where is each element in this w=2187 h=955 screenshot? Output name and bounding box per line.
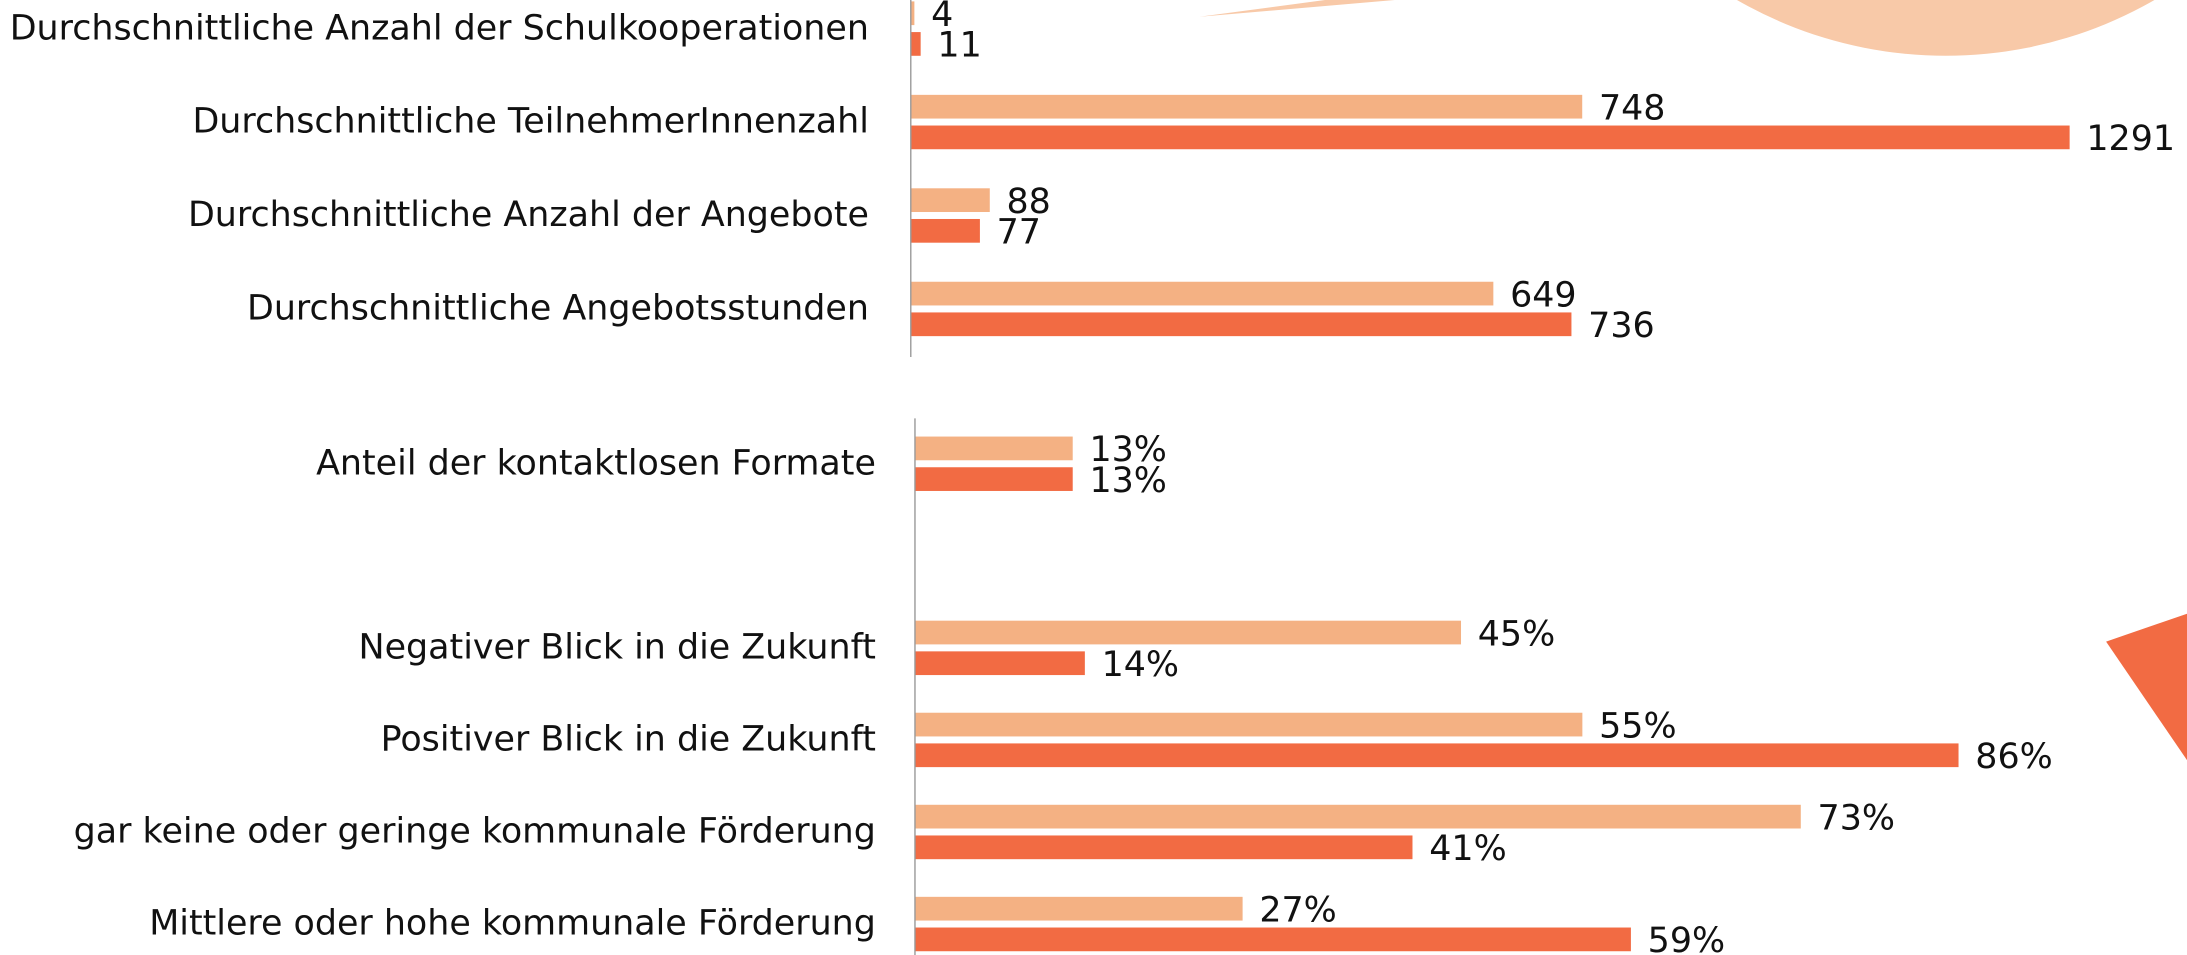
bar <box>914 712 1583 737</box>
value-label: 1291 <box>2086 119 2175 159</box>
value-label: 86% <box>1975 737 2052 777</box>
bar <box>914 804 1801 829</box>
category-label: Durchschnittliche Anzahl der Schulkooper… <box>10 8 869 48</box>
bar <box>914 927 1631 952</box>
category-label: Durchschnittliche Anzahl der Angebote <box>188 195 869 235</box>
value-label: 649 <box>1510 275 1577 315</box>
value-label: 41% <box>1429 829 1506 869</box>
bar <box>910 32 921 56</box>
bar <box>914 436 1073 461</box>
bar <box>914 467 1073 491</box>
category-label: Anteil der kontaktlosen Formate <box>316 443 876 483</box>
value-label: 13% <box>1089 461 1166 501</box>
bar <box>914 835 1413 860</box>
decor-shape <box>2106 613 2187 761</box>
bar <box>910 218 980 243</box>
value-label: 11 <box>937 26 981 66</box>
bar <box>910 125 2070 150</box>
bar <box>914 651 1085 676</box>
bar <box>910 188 990 213</box>
value-label: 55% <box>1599 706 1676 746</box>
value-label: 77 <box>997 213 1041 253</box>
category-label: Durchschnittliche Angebotsstunden <box>247 289 869 329</box>
value-label: 27% <box>1259 890 1336 930</box>
value-label: 736 <box>1588 306 1655 346</box>
decor-wedge <box>1199 0 1395 17</box>
value-label: 45% <box>1478 614 1555 654</box>
value-label: 88 <box>1007 182 1051 222</box>
value-label: 4 <box>931 0 953 35</box>
bar <box>910 312 1572 337</box>
value-label: 14% <box>1102 645 1179 685</box>
bar <box>910 1 915 26</box>
category-label: Durchschnittliche TeilnehmerInnenzahl <box>192 102 868 142</box>
category-label: Negativer Blick in die Zukunft <box>359 628 876 668</box>
category-label: Mittlere oder hohe kommunale Förderung <box>149 904 876 944</box>
category-label: Positiver Blick in die Zukunft <box>381 720 876 760</box>
value-label: 73% <box>1818 798 1895 838</box>
category-label: gar keine oder geringe kommunale Förderu… <box>74 812 876 852</box>
bar <box>914 896 1243 921</box>
bar <box>914 620 1462 645</box>
value-label: 748 <box>1599 88 1666 128</box>
value-label: 13% <box>1089 430 1166 470</box>
value-label: 59% <box>1648 921 1725 955</box>
decor-circle <box>1737 0 2155 56</box>
bar <box>914 743 1959 768</box>
bar <box>910 281 1494 306</box>
bar <box>910 94 1583 119</box>
